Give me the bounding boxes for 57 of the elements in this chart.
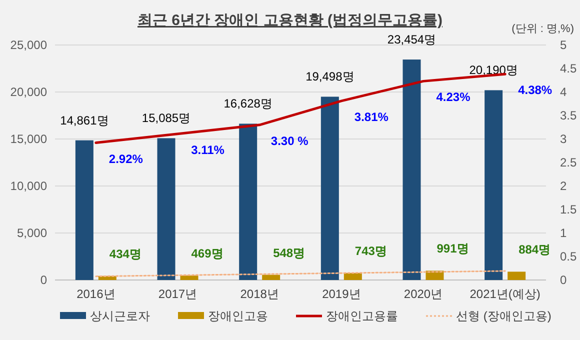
y2-tick-label: 0.5: [560, 250, 578, 264]
chart-title: 최근 6년간 장애인 고용현황 (법정의무고용률): [137, 12, 443, 29]
data-label: 434명: [109, 246, 142, 261]
bar: [402, 60, 421, 280]
data-label: 20,190명: [469, 63, 518, 78]
legend-label: 상시근로자: [90, 309, 150, 323]
y-tick-label: 15,000: [10, 132, 48, 146]
legend-label: 장애인고용: [208, 309, 268, 323]
y-tick-label: 0: [40, 273, 48, 287]
x-tick-label: 2019년: [322, 287, 361, 301]
data-label: 3.11%: [191, 142, 225, 157]
text: (단위 : 명,%): [512, 23, 574, 35]
x-tick-label: 2018년: [240, 287, 279, 301]
y-tick-label: 5,000: [16, 226, 48, 240]
y-tick-label: 25,000: [10, 38, 48, 52]
bar: [239, 124, 258, 280]
data-label: 3.30 %: [270, 134, 309, 148]
y2-tick-label: 0: [560, 273, 567, 287]
y-tick-label: 20,000: [10, 85, 48, 99]
x-tick-label: 2017년: [158, 287, 198, 301]
data-label: 884명: [518, 242, 551, 257]
legend-label: 장애인고용률: [326, 309, 398, 323]
bar: [180, 276, 198, 280]
x-tick-label: 2020년: [404, 287, 443, 301]
data-label: 16,628명: [224, 96, 272, 111]
y2-tick-label: 3: [560, 132, 567, 146]
bar: [508, 272, 526, 280]
data-label: 14,861명: [60, 113, 109, 128]
data-label: 469명: [191, 246, 224, 261]
y2-tick-label: 4: [560, 85, 567, 99]
x-tick-label: 2021년(예상): [470, 287, 540, 301]
x-tick-label: 2016년: [76, 287, 116, 301]
y2-tick-label: 5: [560, 38, 567, 52]
data-label: 991명: [436, 242, 469, 256]
data-label: 4.23%: [436, 90, 471, 104]
bar: [262, 274, 280, 280]
bar: [320, 96, 339, 280]
bar: [157, 138, 176, 280]
data-label: 15,085명: [142, 111, 191, 126]
y-tick-label: 10,000: [10, 179, 48, 193]
data-label: 548명: [273, 246, 306, 260]
bar: [75, 140, 94, 280]
bar: [484, 90, 503, 280]
legend-label: 선형 (장애인고용): [456, 309, 552, 323]
data-label: 4.38%: [518, 83, 552, 98]
y2-tick-label: 2: [560, 179, 567, 193]
y2-tick-label: 1: [560, 226, 567, 240]
y2-tick-label: 2.5: [560, 156, 578, 170]
y2-tick-label: 1.5: [560, 202, 578, 216]
data-label: 19,498명: [306, 70, 354, 84]
data-label: 23,454명: [387, 32, 436, 47]
data-label: 743명: [354, 244, 387, 258]
data-label: 3.81%: [354, 110, 389, 124]
bar: [344, 273, 362, 280]
y2-tick-label: 3.5: [560, 108, 578, 122]
y2-tick-label: 4.5: [560, 62, 578, 76]
data-label: 2.92%: [108, 152, 144, 166]
